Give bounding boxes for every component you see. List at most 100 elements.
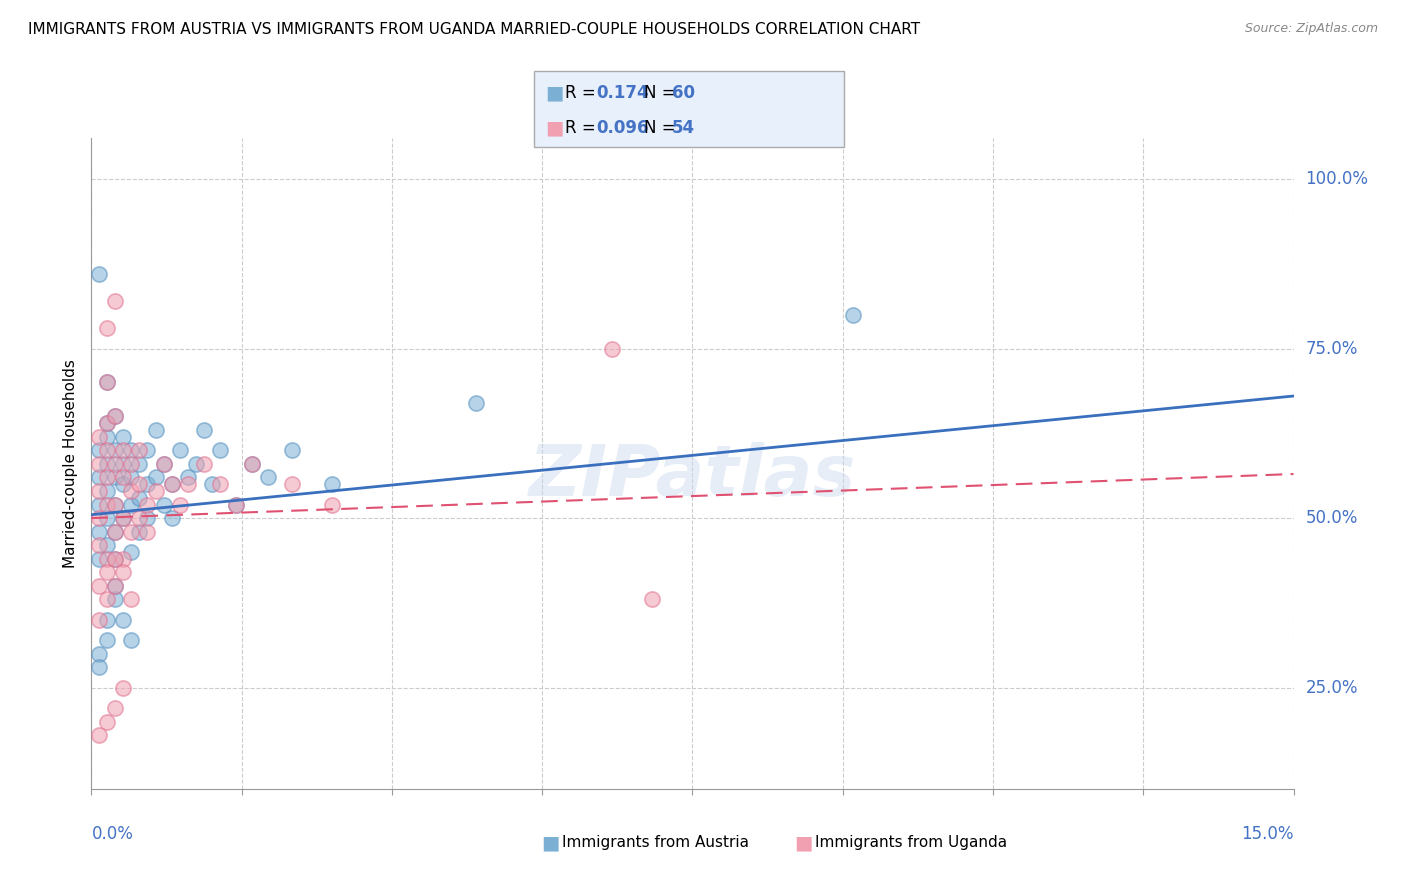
Point — [96, 613, 118, 627]
Point — [112, 470, 135, 484]
Point — [145, 423, 167, 437]
Point — [121, 545, 143, 559]
Point — [104, 498, 127, 512]
Point — [602, 342, 624, 356]
Point — [96, 470, 118, 484]
Point — [112, 511, 135, 525]
Point — [96, 538, 118, 552]
Point — [89, 538, 111, 552]
Text: R =: R = — [565, 120, 602, 137]
Point — [96, 430, 118, 444]
Text: R =: R = — [565, 84, 602, 102]
Point — [104, 701, 127, 715]
Point — [193, 457, 215, 471]
Point — [169, 498, 191, 512]
Point — [104, 294, 127, 309]
Point — [136, 511, 159, 525]
Point — [89, 524, 111, 539]
Point — [112, 511, 135, 525]
Point — [96, 592, 118, 607]
Point — [112, 566, 135, 580]
Point — [89, 728, 111, 742]
Point — [96, 714, 118, 729]
Text: 0.096: 0.096 — [596, 120, 648, 137]
Point — [176, 477, 198, 491]
Point — [89, 267, 111, 281]
Point — [89, 430, 111, 444]
Point — [104, 409, 127, 424]
Point — [104, 579, 127, 593]
Point — [281, 443, 304, 458]
Point — [136, 443, 159, 458]
Point — [89, 443, 111, 458]
Point — [112, 551, 135, 566]
Point — [89, 498, 111, 512]
Point — [201, 477, 224, 491]
Text: 60: 60 — [672, 84, 695, 102]
Point — [96, 483, 118, 498]
Point — [225, 498, 247, 512]
Point — [89, 470, 111, 484]
Point — [121, 592, 143, 607]
Point — [104, 524, 127, 539]
Point — [121, 483, 143, 498]
Point — [112, 443, 135, 458]
Point — [96, 551, 118, 566]
Point — [193, 423, 215, 437]
Point — [152, 457, 174, 471]
Point — [128, 491, 150, 505]
Point — [104, 443, 127, 458]
Point — [89, 551, 111, 566]
Point — [128, 443, 150, 458]
Point — [281, 477, 304, 491]
Point — [256, 470, 278, 484]
Point — [96, 498, 118, 512]
Point — [145, 483, 167, 498]
Point — [136, 498, 159, 512]
Point — [89, 579, 111, 593]
Text: Immigrants from Uganda: Immigrants from Uganda — [815, 836, 1008, 850]
Text: ■: ■ — [794, 833, 813, 853]
Text: 50.0%: 50.0% — [1306, 509, 1358, 527]
Text: ■: ■ — [541, 833, 560, 853]
Text: N =: N = — [644, 84, 681, 102]
Point — [176, 470, 198, 484]
Point — [321, 477, 343, 491]
Point — [240, 457, 263, 471]
Point — [89, 483, 111, 498]
Point — [136, 524, 159, 539]
Point — [208, 443, 231, 458]
Point — [112, 477, 135, 491]
Point — [240, 457, 263, 471]
Point — [89, 647, 111, 661]
Point — [96, 566, 118, 580]
Point — [96, 416, 118, 430]
Point — [96, 511, 118, 525]
Point — [104, 498, 127, 512]
Point — [841, 308, 863, 322]
Text: ■: ■ — [546, 83, 564, 102]
Point — [96, 457, 118, 471]
Point — [121, 498, 143, 512]
Text: ■: ■ — [546, 119, 564, 137]
Point — [225, 498, 247, 512]
Point — [136, 477, 159, 491]
Point — [121, 443, 143, 458]
Point — [104, 470, 127, 484]
Point — [121, 470, 143, 484]
Point — [104, 551, 127, 566]
Point — [128, 457, 150, 471]
Y-axis label: Married-couple Households: Married-couple Households — [62, 359, 77, 568]
Point — [96, 376, 118, 390]
Point — [96, 321, 118, 335]
Text: IMMIGRANTS FROM AUSTRIA VS IMMIGRANTS FROM UGANDA MARRIED-COUPLE HOUSEHOLDS CORR: IMMIGRANTS FROM AUSTRIA VS IMMIGRANTS FR… — [28, 22, 921, 37]
Point — [104, 409, 127, 424]
Point — [96, 633, 118, 648]
Text: 0.0%: 0.0% — [91, 825, 134, 843]
Point — [128, 524, 150, 539]
Point — [160, 477, 183, 491]
Point — [112, 457, 135, 471]
Point — [96, 376, 118, 390]
Point — [89, 511, 111, 525]
Point — [104, 579, 127, 593]
